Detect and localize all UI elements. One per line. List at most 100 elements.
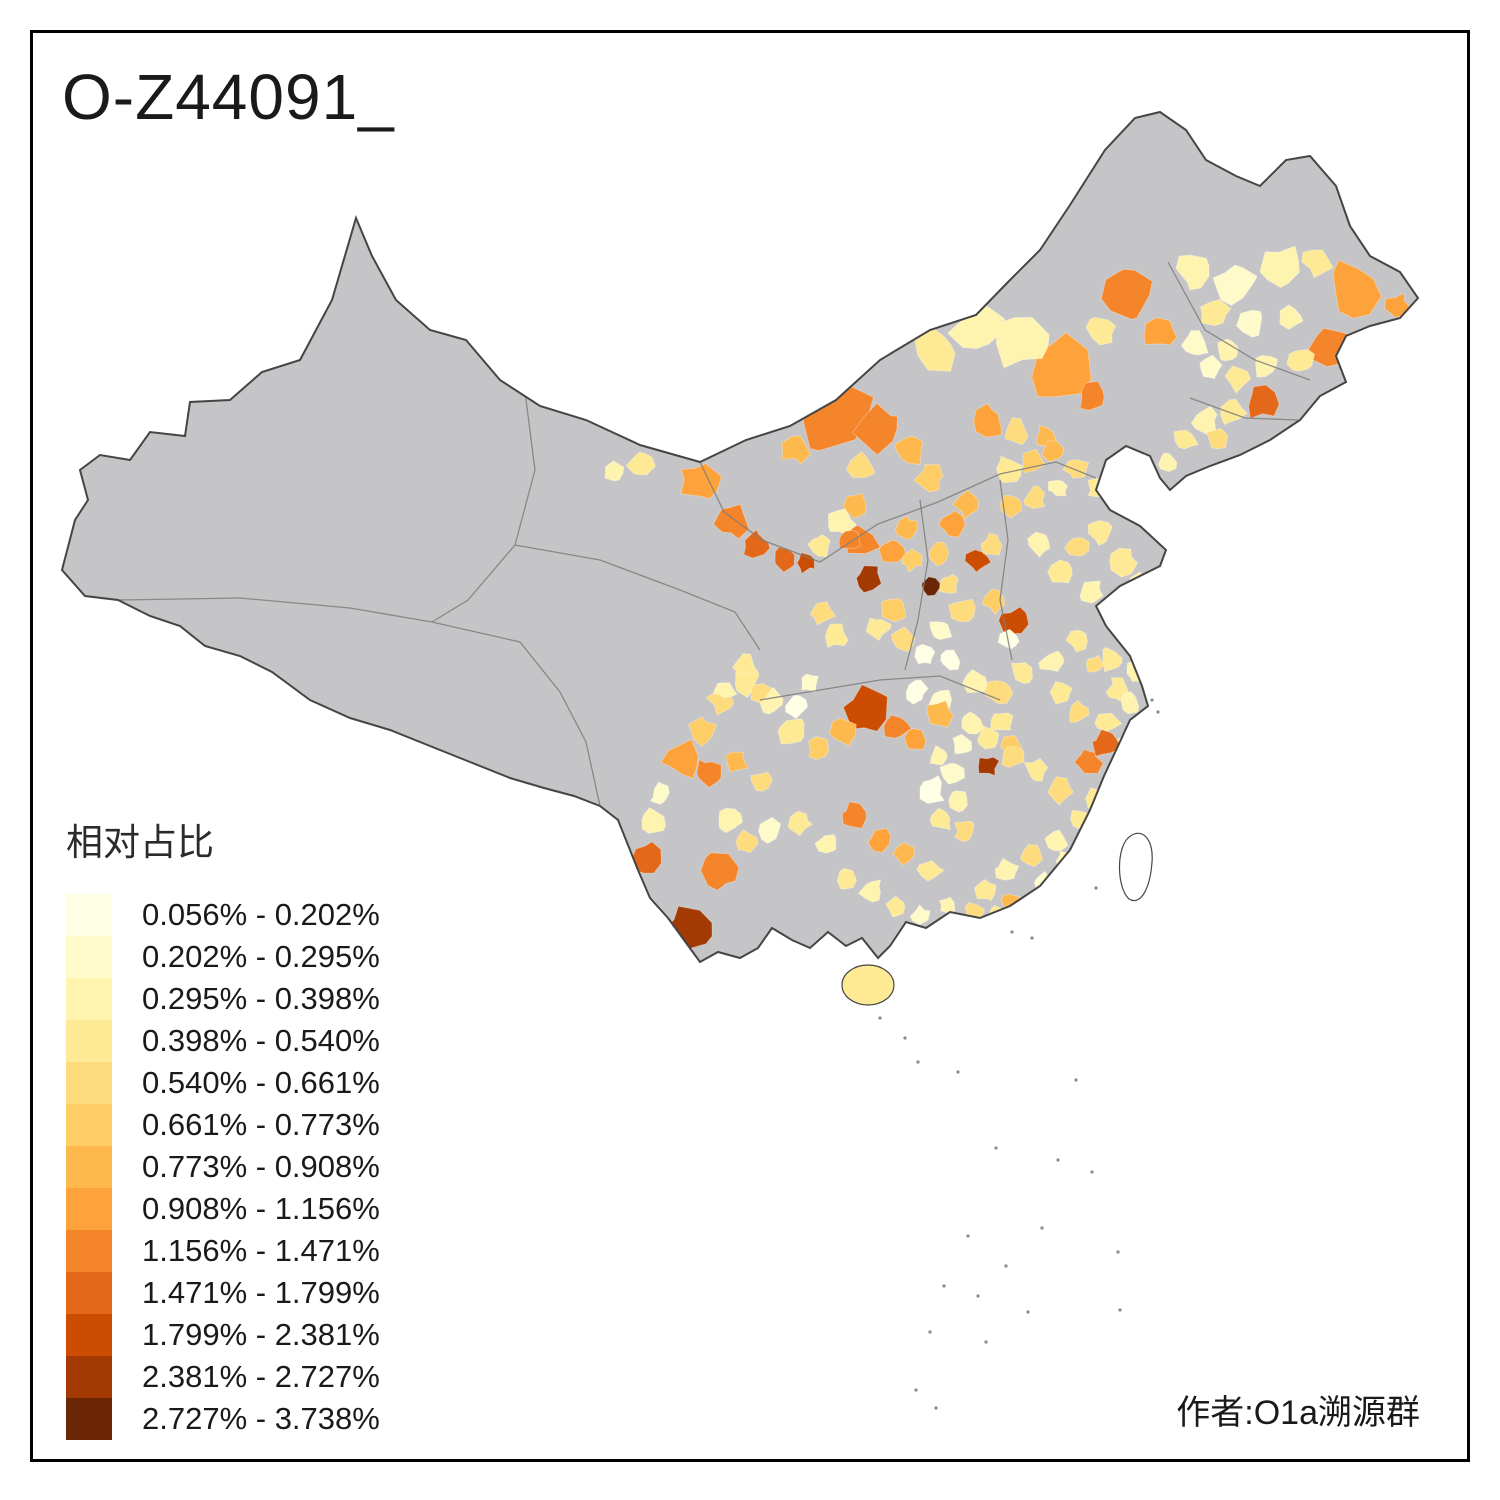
legend-row: 0.908% - 1.156% xyxy=(66,1188,380,1230)
map-region xyxy=(784,695,809,720)
map-region xyxy=(980,533,1003,556)
map-region xyxy=(1047,559,1073,584)
map-region xyxy=(1049,681,1073,705)
map-region xyxy=(1109,758,1136,787)
small-island xyxy=(1030,936,1034,940)
legend-row: 0.056% - 0.202% xyxy=(66,894,380,936)
map-region xyxy=(998,606,1030,635)
small-island xyxy=(1156,710,1160,714)
map-region xyxy=(842,493,867,519)
small-island xyxy=(914,1388,918,1392)
map-region xyxy=(1000,893,1021,913)
map-region xyxy=(1094,712,1123,732)
legend-label: 1.471% - 1.799% xyxy=(142,1275,380,1310)
map-region xyxy=(894,435,924,465)
legend: 相对占比 0.056% - 0.202% 0.202% - 0.295% 0.295… xyxy=(66,812,380,1440)
map-region xyxy=(964,549,992,573)
map-region xyxy=(1109,547,1138,578)
small-island xyxy=(956,1070,960,1074)
legend-swatch xyxy=(66,894,112,936)
map-region xyxy=(913,327,956,372)
map-region xyxy=(1301,249,1334,279)
map-region xyxy=(1248,384,1280,419)
legend-row: 1.471% - 1.799% xyxy=(66,1272,380,1314)
small-island xyxy=(928,1330,932,1334)
map-region xyxy=(801,673,819,693)
map-region xyxy=(1173,429,1199,450)
map-region xyxy=(807,534,831,558)
legend-row: 0.295% - 0.398% xyxy=(66,978,380,1020)
map-region xyxy=(750,682,773,704)
small-island xyxy=(1116,1250,1120,1254)
legend-swatch xyxy=(66,1230,112,1272)
map-region xyxy=(1085,787,1108,813)
map-region xyxy=(787,810,814,837)
map-region xyxy=(939,762,966,785)
map-region xyxy=(1079,580,1104,604)
map-region xyxy=(989,712,1014,731)
map-region xyxy=(996,455,1023,484)
map-region xyxy=(1027,531,1051,558)
map-region xyxy=(1091,729,1122,757)
province-border xyxy=(1167,261,1311,381)
map-region xyxy=(1041,440,1065,463)
map-region xyxy=(1062,459,1090,479)
hainan-island xyxy=(841,964,895,1006)
small-island xyxy=(878,1016,882,1020)
map-region xyxy=(852,402,898,456)
map-region xyxy=(604,460,625,482)
small-island xyxy=(1074,1078,1078,1082)
map-region xyxy=(1384,292,1411,318)
map-region xyxy=(883,714,912,739)
map-region xyxy=(947,302,1005,350)
map-region xyxy=(1085,654,1104,673)
map-region xyxy=(774,546,796,573)
legend-entries: 0.056% - 0.202% 0.202% - 0.295% 0.295% - 0… xyxy=(66,894,380,1440)
map-region xyxy=(1199,354,1223,380)
map-region xyxy=(1143,317,1178,346)
map-region xyxy=(926,700,954,728)
legend-swatch xyxy=(66,1398,112,1440)
small-island xyxy=(994,1146,998,1150)
map-region xyxy=(827,508,857,535)
map-region xyxy=(1220,398,1249,426)
map-region xyxy=(845,451,876,479)
map-region xyxy=(1087,520,1113,546)
map-region xyxy=(725,751,749,773)
map-region xyxy=(1085,316,1117,346)
map-region xyxy=(743,529,771,559)
small-island xyxy=(903,1036,907,1040)
map-region xyxy=(731,653,756,675)
legend-swatch xyxy=(66,1062,112,1104)
legend-row: 1.799% - 2.381% xyxy=(66,1314,380,1356)
province-border xyxy=(759,675,1001,701)
small-island xyxy=(1040,1226,1044,1230)
map-region xyxy=(973,878,997,902)
map-region xyxy=(1129,629,1155,654)
map-region xyxy=(913,464,944,493)
map-region xyxy=(1023,485,1046,510)
map-region xyxy=(929,744,948,766)
taiwan-island xyxy=(1118,832,1153,902)
map-region xyxy=(1332,259,1382,319)
map-region xyxy=(734,668,760,699)
map-region xyxy=(994,857,1020,881)
map-region xyxy=(1199,299,1232,327)
province-border xyxy=(117,597,433,623)
legend-label: 0.908% - 1.156% xyxy=(142,1191,380,1226)
map-region xyxy=(680,463,723,500)
legend-row: 2.727% - 3.738% xyxy=(66,1398,380,1440)
small-island xyxy=(984,1340,988,1344)
map-region xyxy=(916,860,945,882)
legend-label: 0.398% - 0.540% xyxy=(142,1023,380,1058)
map-region xyxy=(901,548,923,573)
map-region xyxy=(878,539,906,563)
map-region xyxy=(1180,330,1209,356)
small-island xyxy=(976,1294,980,1298)
small-island xyxy=(966,1234,970,1238)
legend-label: 0.661% - 0.773% xyxy=(142,1107,380,1142)
map-region xyxy=(919,775,945,804)
map-region xyxy=(940,649,961,671)
map-region xyxy=(855,565,882,594)
